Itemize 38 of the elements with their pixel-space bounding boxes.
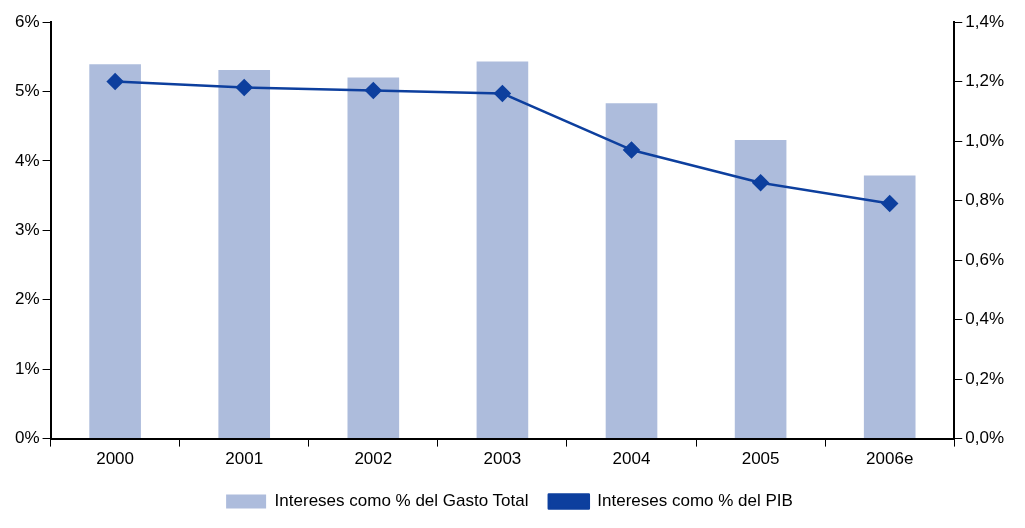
point xyxy=(881,195,898,212)
point xyxy=(106,73,124,90)
bar xyxy=(605,103,658,439)
y2-tick-label: 0,0% xyxy=(965,428,1004,448)
y-tick-label: 2% xyxy=(14,289,40,309)
y2-tick-label: 1,2% xyxy=(965,71,1004,91)
y-tick-label: 6% xyxy=(14,11,40,31)
x-tick-label: 2001 xyxy=(225,449,264,469)
y-tick-label: 0% xyxy=(14,428,40,448)
x-tick-label: 2000 xyxy=(96,449,135,469)
y2-tick-label: 0,6% xyxy=(965,249,1004,269)
y-tick-label: 5% xyxy=(14,81,40,101)
y-tick-label: 1% xyxy=(14,358,40,378)
legend-label: Intereses como % del Gasto Total xyxy=(274,491,529,511)
bar xyxy=(476,61,529,439)
point xyxy=(623,141,640,159)
y-tick-label: 3% xyxy=(14,219,40,239)
point xyxy=(235,79,253,96)
bar xyxy=(89,64,141,439)
bar xyxy=(218,69,271,439)
y2-tick-label: 0,2% xyxy=(965,368,1004,388)
y-tick-label: 4% xyxy=(14,150,40,170)
y2-tick-label: 0,8% xyxy=(965,190,1004,210)
x-tick-label: 2005 xyxy=(741,449,780,469)
point xyxy=(494,85,511,102)
point xyxy=(752,174,769,191)
x-tick-label: 2006e xyxy=(866,449,914,469)
point xyxy=(365,82,382,99)
y2-tick-label: 1,4% xyxy=(965,11,1004,31)
bar xyxy=(863,175,916,439)
legend-label: Intereses como % del PIB xyxy=(597,491,793,511)
y2-tick-label: 1,0% xyxy=(965,130,1004,150)
x-tick-label: 2004 xyxy=(612,449,651,469)
bar xyxy=(734,140,787,439)
x-tick-label: 2002 xyxy=(354,449,393,469)
x-tick-label: 2003 xyxy=(483,449,522,469)
y2-tick-label: 0,4% xyxy=(965,309,1004,329)
bar xyxy=(347,77,400,439)
